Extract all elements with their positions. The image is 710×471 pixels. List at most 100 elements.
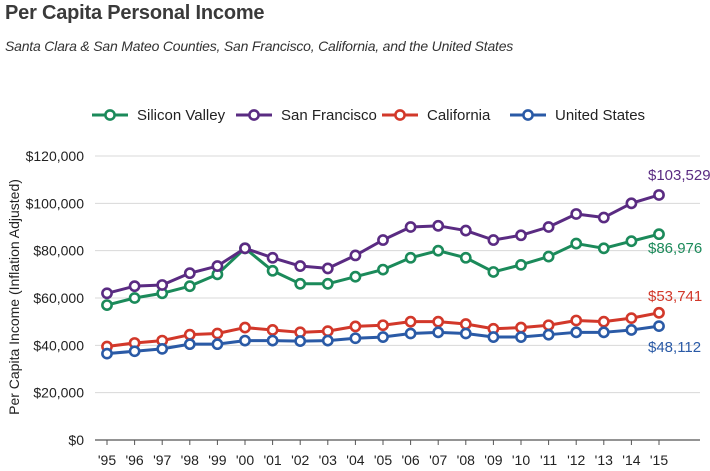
data-point-silicon-valley: [597, 242, 610, 255]
end-value-label: $48,112: [648, 339, 701, 356]
data-point-san-francisco: [432, 219, 445, 232]
x-tick-label: '08: [457, 452, 475, 468]
data-point-san-francisco: [156, 279, 169, 291]
x-tick-label: '09: [484, 452, 502, 468]
data-point-california: [266, 324, 279, 336]
y-axis-label: Per Capita Income (Inflation Adjusted): [6, 179, 22, 415]
x-tick-label: '06: [401, 452, 419, 468]
y-tick-label: $120,000: [26, 148, 85, 164]
data-point-california: [239, 321, 251, 334]
data-point-san-francisco: [128, 280, 141, 293]
data-point-united-states: [625, 324, 638, 336]
data-point-california: [459, 318, 472, 330]
data-point-united-states: [432, 326, 445, 339]
x-tick-label: '99: [208, 452, 226, 468]
data-point-san-francisco: [597, 211, 610, 224]
legend-item: Silicon Valley: [92, 107, 226, 124]
data-point-san-francisco: [377, 234, 389, 246]
data-point-united-states: [211, 338, 224, 351]
data-point-san-francisco: [101, 287, 113, 300]
data-point-california: [211, 327, 224, 340]
x-tick-label: '14: [622, 452, 640, 468]
data-point-united-states: [487, 331, 500, 343]
data-point-silicon-valley: [349, 270, 362, 283]
data-point-united-states: [266, 334, 279, 347]
y-tick-label: $40,000: [33, 337, 84, 353]
end-value-label: $103,529: [648, 167, 710, 184]
y-axis: $0 $20,000 $40,000 $60,000 $80,000 $100,000 $1…: [26, 148, 85, 448]
data-point-san-francisco: [266, 251, 279, 264]
data-point-silicon-valley: [321, 277, 334, 290]
x-tick-label: '03: [319, 452, 337, 468]
x-tick-label: '10: [512, 452, 530, 468]
chart-title: Per Capita Personal Income: [5, 2, 265, 24]
series-silicon-valley: [101, 228, 665, 311]
data-point-united-states: [377, 331, 389, 343]
data-point-san-francisco: [570, 208, 583, 220]
end-value-label: $53,741: [648, 288, 702, 305]
data-point-silicon-valley: [542, 250, 555, 263]
data-point-san-francisco: [349, 249, 362, 262]
chart-subtitle: Santa Clara & San Mateo Counties, San Fr…: [5, 38, 514, 54]
data-point-san-francisco: [515, 229, 527, 242]
data-point-silicon-valley: [653, 228, 665, 241]
series-group: [101, 189, 665, 360]
data-point-california: [625, 312, 638, 325]
data-point-united-states: [542, 328, 555, 341]
x-tick-label: '00: [236, 452, 254, 468]
x-tick-label: '11: [540, 452, 557, 468]
x-tick-label: '12: [567, 452, 585, 468]
data-point-united-states: [294, 335, 307, 347]
data-point-united-states: [128, 345, 141, 358]
data-point-silicon-valley: [459, 251, 472, 264]
data-point-california: [597, 315, 610, 328]
legend-marker: [394, 109, 406, 121]
end-labels: $86,976 $103,529 $53,741 $48,112: [648, 167, 710, 356]
legend-label: Silicon Valley: [137, 107, 226, 124]
data-point-silicon-valley: [625, 235, 638, 248]
data-point-silicon-valley: [266, 264, 279, 277]
data-point-silicon-valley: [432, 244, 445, 257]
legend-label: San Francisco: [281, 107, 377, 124]
data-point-silicon-valley: [101, 299, 113, 311]
x-tick-label: '04: [346, 452, 364, 468]
data-point-united-states: [515, 331, 527, 343]
data-point-san-francisco: [459, 224, 472, 237]
data-point-san-francisco: [321, 262, 334, 275]
data-point-san-francisco: [404, 221, 417, 233]
data-point-san-francisco: [211, 260, 224, 272]
series-california: [101, 306, 665, 353]
y-tick-label: $60,000: [33, 290, 84, 306]
x-tick-label: '15: [650, 452, 668, 468]
data-point-united-states: [349, 332, 362, 345]
x-tick-label: '01: [263, 452, 281, 468]
x-tick-label: '97: [153, 452, 171, 468]
data-point-california: [349, 320, 362, 333]
series-san-francisco: [101, 189, 665, 300]
data-point-united-states: [404, 327, 417, 340]
data-point-united-states: [239, 334, 251, 347]
data-point-california: [377, 319, 389, 332]
data-point-united-states: [321, 334, 334, 347]
data-point-san-francisco: [653, 189, 665, 201]
legend-marker: [104, 109, 116, 121]
end-value-label: $86,976: [648, 240, 702, 257]
x-tick-label: '96: [125, 452, 143, 468]
legend-item: United States: [510, 107, 645, 124]
legend: Silicon Valley San Francisco California Uni…: [92, 107, 645, 124]
data-point-united-states: [156, 342, 169, 355]
data-point-san-francisco: [239, 242, 251, 255]
data-point-california: [653, 306, 665, 319]
data-point-california: [570, 314, 583, 327]
data-point-california: [432, 315, 445, 328]
data-point-california: [515, 321, 527, 334]
x-tick-label: '98: [181, 452, 199, 468]
data-point-united-states: [183, 338, 196, 351]
legend-item: San Francisco: [236, 107, 377, 124]
legend-label: California: [427, 107, 491, 124]
data-point-silicon-valley: [487, 266, 500, 278]
data-point-san-francisco: [487, 234, 500, 246]
data-point-silicon-valley: [570, 237, 583, 250]
legend-item: California: [382, 107, 491, 124]
